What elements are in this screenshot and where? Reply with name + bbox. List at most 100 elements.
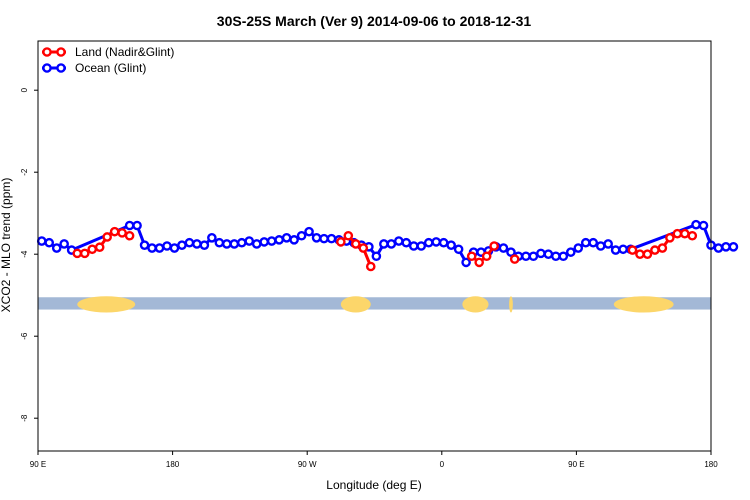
x-tick-label: 180 — [166, 460, 180, 469]
data-point — [251, 239, 262, 249]
x-tick-label: 90 E — [568, 460, 584, 469]
data-point — [580, 237, 591, 248]
data-point — [627, 245, 638, 255]
data-point — [222, 239, 232, 249]
data-point — [680, 228, 690, 239]
series-ocean — [36, 219, 739, 268]
data-point — [319, 233, 329, 244]
data-point — [147, 243, 157, 253]
data-point — [401, 237, 412, 248]
data-point — [558, 251, 569, 262]
data-point — [595, 241, 606, 251]
legend-entry: Land (Nadir&Glint) — [42, 45, 174, 59]
data-point — [691, 219, 701, 230]
y-tick-label: -4 — [20, 250, 29, 258]
data-point — [162, 241, 172, 251]
data-point — [79, 248, 90, 259]
land-region — [509, 296, 513, 313]
data-point — [326, 233, 337, 244]
data-point — [650, 245, 660, 255]
data-point — [365, 261, 376, 272]
land-region — [462, 296, 489, 313]
data-point — [351, 239, 361, 249]
data-point — [109, 226, 120, 237]
data-point — [274, 235, 284, 245]
series-land — [72, 226, 698, 272]
data-point — [657, 243, 668, 253]
data-point — [379, 239, 389, 249]
data-point — [603, 239, 613, 249]
data-point — [124, 230, 135, 241]
data-point — [431, 237, 441, 247]
data-point — [423, 237, 434, 248]
y-tick-label: -6 — [20, 332, 29, 340]
data-point — [394, 236, 404, 246]
data-point — [192, 239, 202, 249]
chart-title: 30S-25S March (Ver 9) 2014-09-06 to 2018… — [217, 13, 532, 29]
legend-swatch-point — [56, 47, 66, 57]
plot-frame — [37, 40, 712, 452]
data-point — [506, 247, 516, 257]
data-point — [474, 257, 484, 268]
data-point — [728, 242, 739, 252]
data-point — [236, 237, 247, 248]
x-tick-label: 0 — [440, 460, 445, 469]
data-point — [509, 254, 520, 264]
data-point — [551, 251, 561, 262]
data-point — [489, 241, 499, 251]
data-point — [311, 232, 322, 243]
data-point — [438, 237, 449, 248]
x-tick-label: 180 — [704, 460, 718, 469]
data-point — [154, 243, 165, 253]
series-layer — [36, 219, 739, 272]
data-point — [698, 220, 709, 231]
data-point — [565, 247, 576, 257]
data-point — [94, 242, 105, 253]
data-point — [371, 251, 382, 262]
data-point — [44, 237, 55, 248]
y-tick-label: -2 — [20, 168, 29, 176]
legend-label: Land (Nadir&Glint) — [75, 45, 174, 59]
legend-label: Ocean (Glint) — [75, 61, 146, 75]
x-tick-label: 90 W — [298, 460, 317, 469]
data-point — [296, 230, 307, 241]
ocean-band — [38, 297, 711, 310]
data-point — [289, 235, 299, 245]
data-point — [642, 249, 653, 259]
y-tick-label: -8 — [20, 414, 29, 422]
data-point — [59, 239, 69, 249]
data-point — [672, 228, 683, 239]
data-point — [244, 236, 255, 246]
data-point — [543, 249, 554, 259]
x-axis: 90 E 180 90 W 0 90 E 180 — [30, 451, 718, 469]
data-point — [687, 230, 698, 241]
data-point — [304, 226, 314, 237]
y-axis-label: XCO2 - MLO trend (ppm) — [0, 178, 13, 313]
legend-swatch-point — [42, 63, 52, 73]
data-point — [266, 236, 277, 246]
data-point — [528, 251, 539, 262]
data-point — [446, 240, 456, 250]
data-point — [408, 241, 419, 251]
data-point — [453, 244, 464, 255]
land-region — [340, 296, 371, 313]
data-point — [139, 240, 150, 250]
data-point — [51, 243, 62, 253]
data-point — [498, 243, 509, 253]
land-region — [613, 296, 674, 313]
land-ocean-mask-band — [38, 296, 711, 313]
data-point — [721, 242, 731, 252]
data-point — [207, 232, 217, 243]
legend-entry: Ocean (Glint) — [42, 61, 146, 75]
data-point — [635, 249, 645, 259]
data-point — [169, 243, 180, 253]
data-point — [72, 248, 83, 259]
data-point — [281, 232, 292, 243]
data-point — [536, 248, 546, 259]
data-point — [214, 237, 225, 248]
data-point — [358, 243, 369, 253]
data-point — [87, 244, 98, 255]
data-point — [229, 239, 240, 249]
data-point — [184, 237, 195, 248]
